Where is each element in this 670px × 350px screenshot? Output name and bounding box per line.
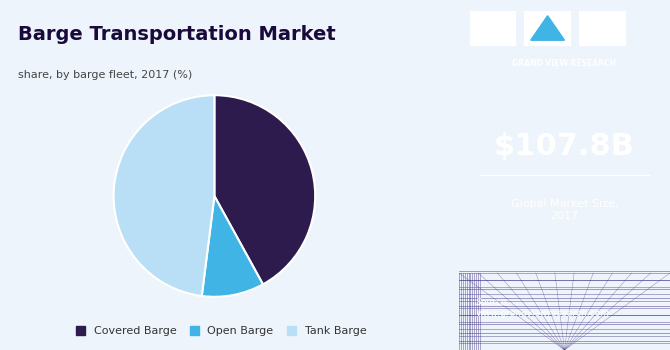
Text: $107.8B: $107.8B [494,133,635,161]
Wedge shape [202,196,263,297]
FancyBboxPatch shape [580,10,626,46]
Legend: Covered Barge, Open Barge, Tank Barge: Covered Barge, Open Barge, Tank Barge [71,322,371,341]
FancyBboxPatch shape [525,10,571,46]
Text: GRAND VIEW RESEARCH: GRAND VIEW RESEARCH [513,58,616,68]
Wedge shape [114,95,214,296]
Text: Barge Transportation Market: Barge Transportation Market [18,25,336,43]
Wedge shape [214,95,315,284]
Text: share, by barge fleet, 2017 (%): share, by barge fleet, 2017 (%) [18,70,192,80]
Polygon shape [531,16,564,40]
Text: Global Market Size,
2017: Global Market Size, 2017 [511,199,618,221]
Text: Source:
www.grandviewresearch.com: Source: www.grandviewresearch.com [476,298,609,318]
FancyBboxPatch shape [470,10,516,46]
